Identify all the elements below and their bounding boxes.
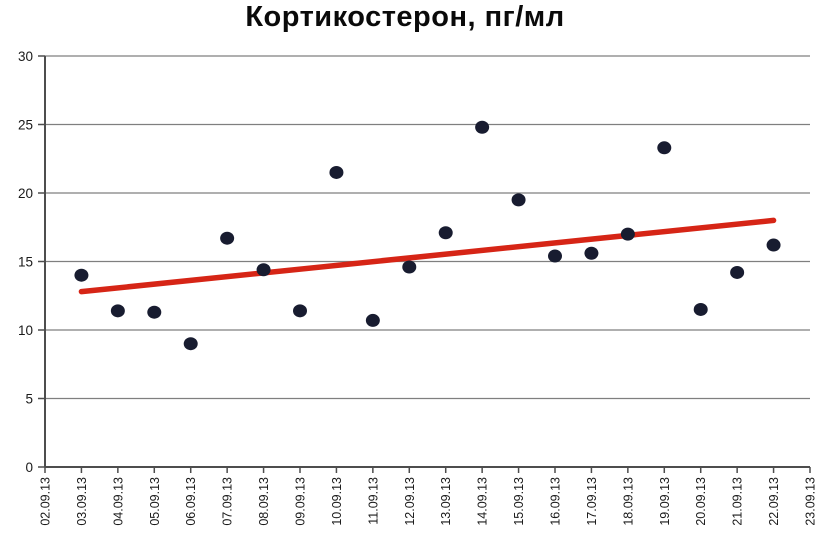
data-point <box>438 226 453 240</box>
data-point <box>329 165 344 179</box>
x-axis-tick-label: 05.09.13 <box>148 477 162 526</box>
y-axis-tick-label: 30 <box>18 49 33 64</box>
x-axis-tick-label: 10.09.13 <box>330 477 344 526</box>
x-axis-tick-label: 12.09.13 <box>403 477 417 526</box>
data-point <box>620 227 635 241</box>
x-axis-tick-label: 04.09.13 <box>111 477 125 526</box>
data-point <box>365 313 380 327</box>
x-axis-tick-label: 15.09.13 <box>512 477 526 526</box>
y-axis-tick-label: 25 <box>18 118 33 133</box>
data-point <box>402 260 417 274</box>
x-axis-tick-label: 13.09.13 <box>439 477 453 526</box>
data-point <box>183 337 198 351</box>
x-axis-tick-label: 18.09.13 <box>621 477 635 526</box>
y-axis-tick-label: 15 <box>18 255 33 270</box>
x-axis-tick-label: 19.09.13 <box>658 477 672 526</box>
y-axis-tick-label: 5 <box>25 392 33 407</box>
x-axis-tick-label: 09.09.13 <box>294 477 308 526</box>
x-axis-tick-label: 17.09.13 <box>585 477 599 526</box>
data-point <box>584 246 599 260</box>
x-axis-tick-label: 06.09.13 <box>184 477 198 526</box>
data-point <box>256 263 271 277</box>
x-axis-tick-label: 07.09.13 <box>221 477 235 526</box>
trend-line <box>78 217 777 295</box>
y-axis-tick-label: 0 <box>25 460 33 475</box>
x-axis-tick-label: 16.09.13 <box>549 477 563 526</box>
y-axis-tick-label: 20 <box>18 186 33 201</box>
data-point <box>548 249 562 263</box>
chart-title: Кортикостерон, пг/мл <box>245 1 565 33</box>
x-axis-tick-label: 20.09.13 <box>694 477 708 526</box>
data-point <box>475 120 490 134</box>
data-point <box>693 302 708 316</box>
x-axis-tick-label: 03.09.13 <box>75 477 89 526</box>
x-axis-tick-label: 21.09.13 <box>731 477 745 526</box>
data-point <box>293 304 307 318</box>
data-point <box>220 231 235 245</box>
data-point <box>766 238 781 252</box>
data-point <box>511 193 526 207</box>
x-axis-tick-label: 14.09.13 <box>476 477 490 526</box>
x-axis-tick-label: 11.09.13 <box>366 477 380 525</box>
data-point <box>110 304 125 318</box>
x-axis-tick-label: 22.09.13 <box>767 477 781 526</box>
data-point <box>74 268 89 282</box>
data-point <box>657 141 672 155</box>
y-axis-tick-label: 10 <box>18 323 33 338</box>
x-axis-tick-label: 08.09.13 <box>257 477 271 526</box>
x-axis-tick-label: 02.09.13 <box>39 477 53 526</box>
x-axis-tick-label: 23.09.13 <box>804 477 818 526</box>
data-point <box>730 265 745 279</box>
data-point <box>147 305 162 319</box>
